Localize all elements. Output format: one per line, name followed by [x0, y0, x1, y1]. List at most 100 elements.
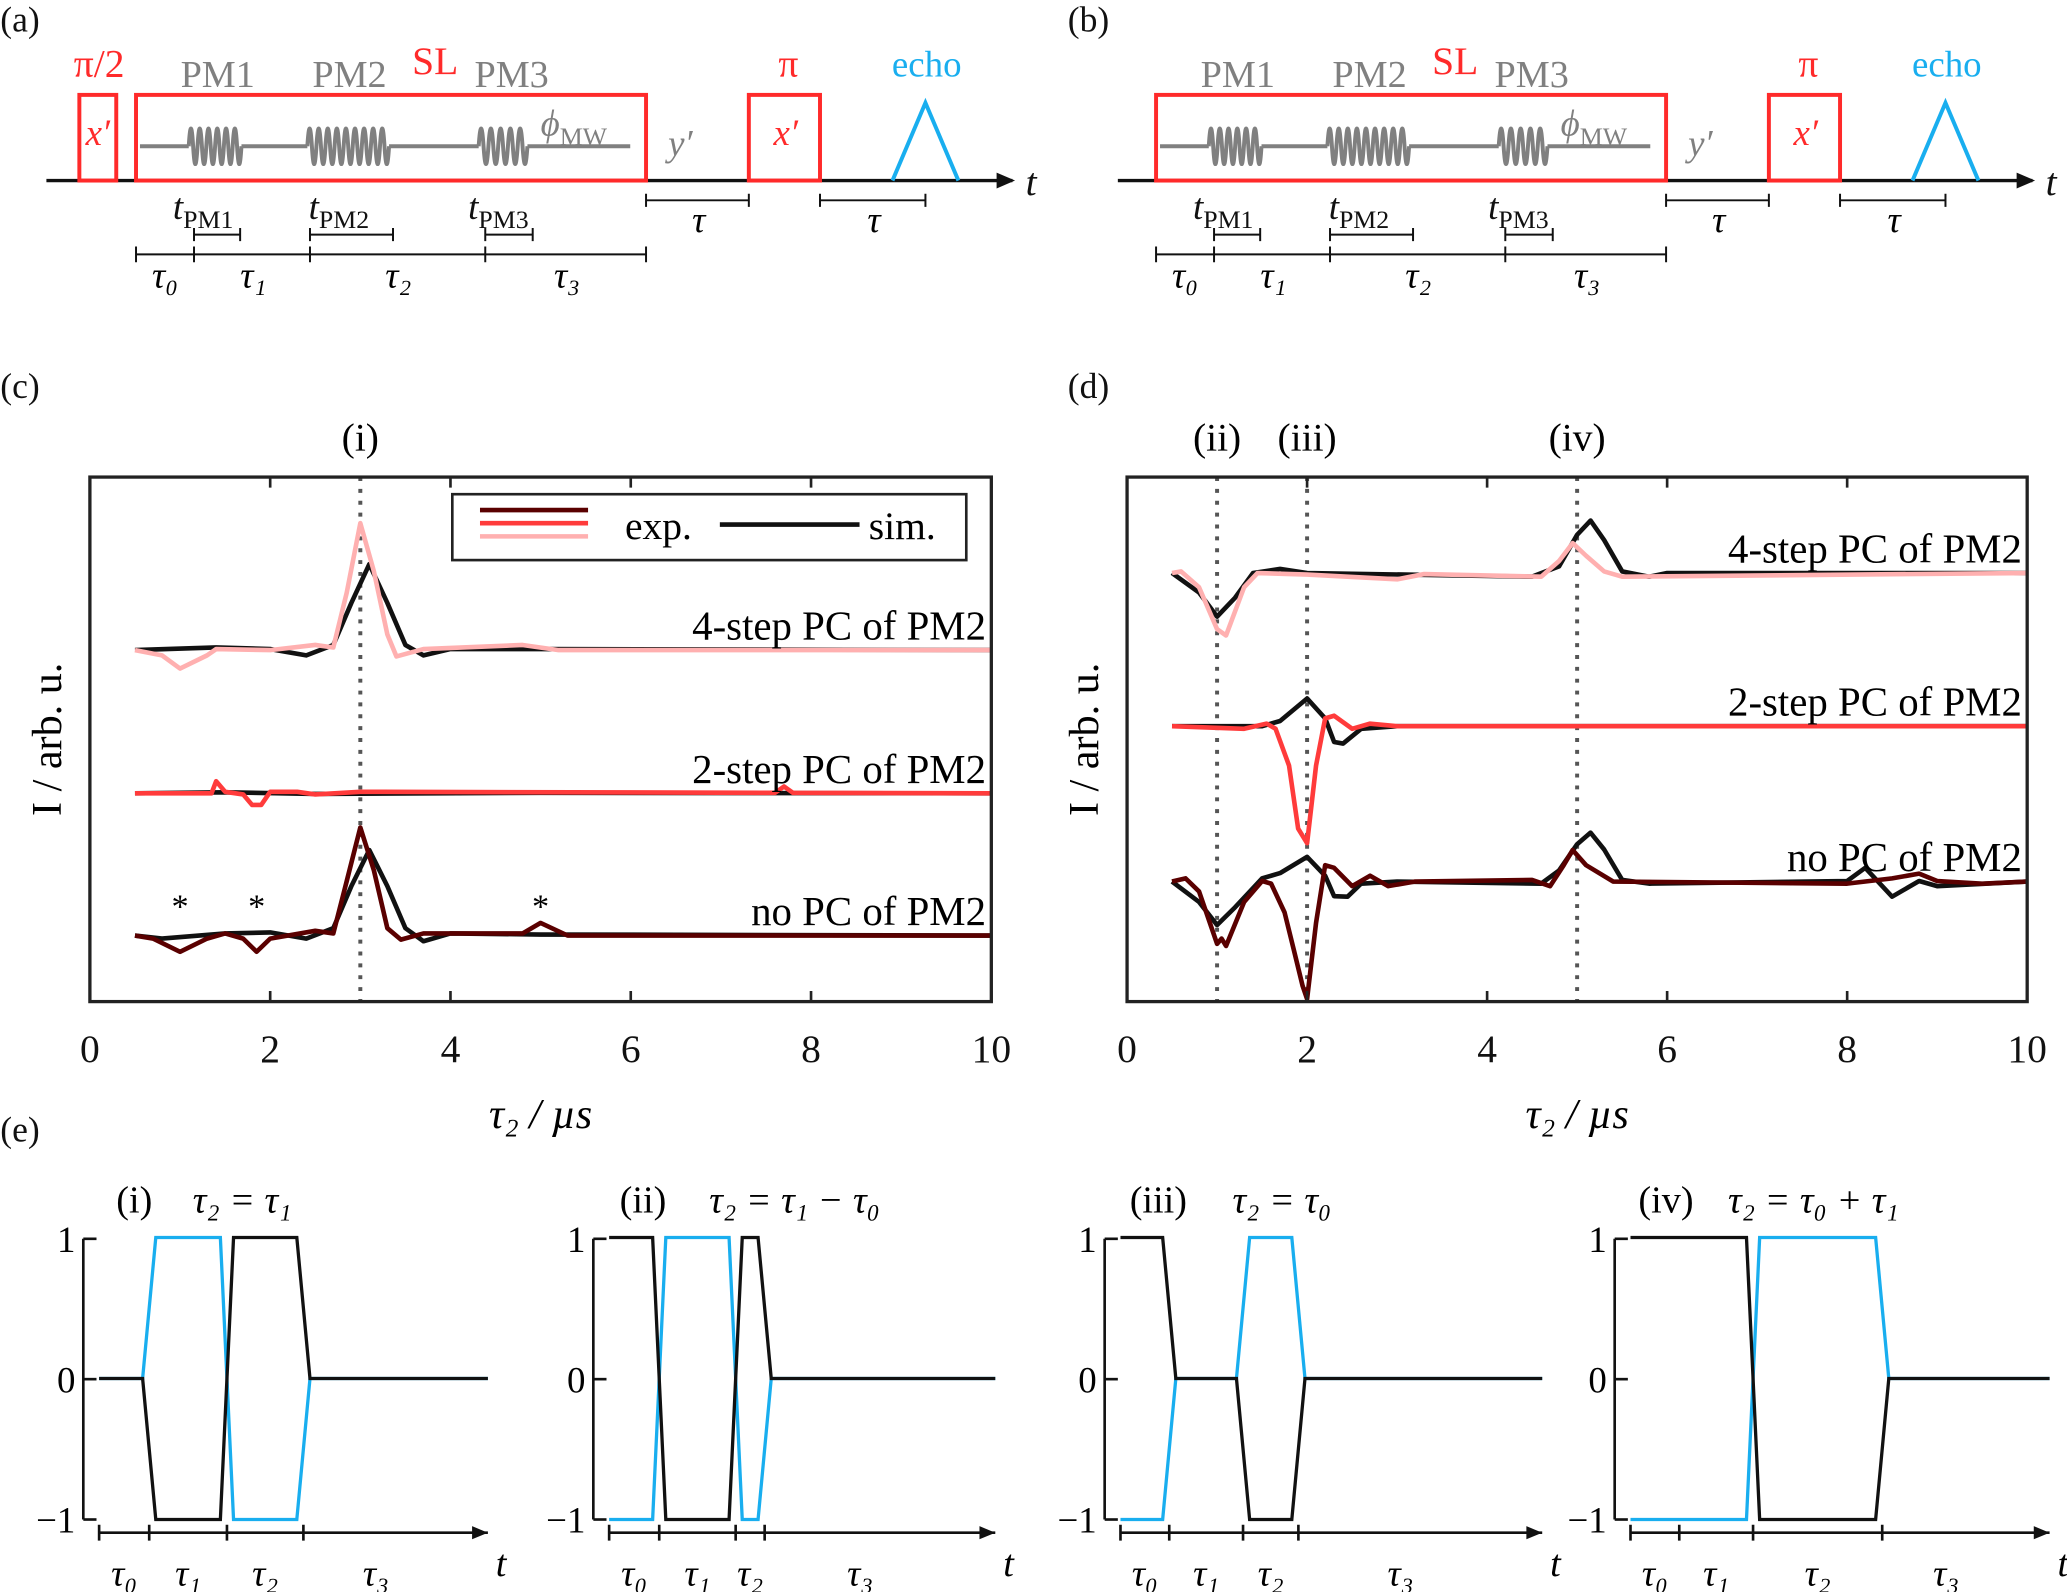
x-tick-label: 0 — [80, 1027, 100, 1071]
x-tick-label: 4 — [441, 1027, 461, 1071]
y-axis-label: I / arb. u. — [1061, 663, 1108, 816]
x-axis-label: τ₂ / µs — [489, 1091, 592, 1138]
series-label: 4-step PC of PM2 — [692, 604, 986, 649]
pm1-label: PM1 — [1201, 54, 1275, 96]
phi-mw-label: ϕMW — [1561, 103, 1628, 151]
phase-panel: (iii) τ₂ = τ₀ 1 0 −1 t τ₀ τ₁ τ₂ τ₃ — [1057, 1179, 1562, 1592]
phi-mw-label: ϕMW — [541, 103, 608, 151]
tpm1-bar — [1213, 227, 1262, 242]
x-tick-label: 10 — [972, 1027, 1012, 1071]
arrow-icon — [2033, 1526, 2050, 1540]
interval-label: τ₂ — [1805, 1552, 1831, 1592]
phase-wave-black — [99, 1235, 488, 1522]
phase-panel: (i) τ₂ = τ₁ 1 0 −1 t τ₀ τ₁ τ₂ τ₃ — [36, 1179, 508, 1592]
arrow-icon — [979, 1526, 996, 1540]
y-tick-label: −1 — [36, 1500, 75, 1541]
tpm2-bar — [1329, 227, 1415, 242]
interval-label: τ₂ — [1258, 1552, 1284, 1592]
phase-wave-black — [1630, 1235, 2050, 1522]
x-prime-label: x′ — [773, 112, 799, 153]
tau-interval-label: τ₀ — [1172, 254, 1198, 295]
marker-label: (iii) — [1277, 416, 1336, 460]
phase-panel-tag: (iii) — [1130, 1179, 1187, 1221]
tau-interval-label: τ₁ — [240, 254, 266, 295]
interval-label: τ₀ — [1642, 1552, 1668, 1592]
y-tick-label: 1 — [57, 1219, 75, 1260]
pulse-sequence-b: t SL PM1 PM2 PM3 ϕMW y′ π x′ echo τ τ tPM1 tPM2 tPM3 τ₀… — [1117, 39, 2058, 295]
tau-label: τ — [1887, 199, 1902, 240]
spin-lock-pulse — [1154, 92, 1669, 183]
pi-pulse — [746, 92, 822, 183]
tau-interval-axis — [135, 246, 648, 263]
phase-wave-black — [1120, 1235, 1543, 1522]
x-tick-label: 6 — [621, 1027, 641, 1071]
y-tick-label: 1 — [1078, 1219, 1096, 1260]
tpm3-label: tPM3 — [468, 186, 529, 234]
pi-pulse — [1766, 92, 1843, 183]
phase-panel-condition: τ₂ = τ₀ + τ₁ — [1728, 1179, 1899, 1221]
pm2-label: PM2 — [1332, 54, 1406, 96]
legend: exp. sim. — [450, 492, 968, 562]
y-tick-label: −1 — [546, 1500, 585, 1541]
time-axis-label: t — [1026, 160, 1038, 204]
interval-label: τ₁ — [684, 1552, 710, 1592]
marker-label: (iv) — [1549, 416, 1606, 460]
tpm3-label: tPM3 — [1488, 186, 1549, 234]
y-tick-label: −1 — [1057, 1500, 1096, 1541]
phase-panel-condition: τ₂ = τ₁ — [193, 1179, 292, 1221]
tpm3-bar — [484, 227, 534, 242]
interval-label: τ₃ — [1933, 1552, 1959, 1592]
phase-panel-tag: (iv) — [1638, 1179, 1693, 1221]
y-tick-label: −1 — [1568, 1500, 1607, 1541]
y-prime-label: y′ — [1684, 123, 1713, 164]
pi-half-pulse — [77, 92, 119, 183]
tau-label: τ — [692, 199, 707, 240]
tau-label: τ — [1712, 199, 1727, 240]
phase-wave-blue — [1120, 1235, 1543, 1522]
exp-series-line — [134, 520, 992, 671]
y-tick-label: 0 — [1588, 1359, 1606, 1400]
pi-label: π — [778, 41, 798, 85]
phase-panel: (ii) τ₂ = τ₁ − τ₀ 1 0 −1 t τ₀ τ₁ τ₂ τ₃ — [546, 1179, 1015, 1592]
exp-series-line — [1171, 540, 2028, 638]
arrow-icon — [472, 1526, 488, 1540]
y-tick-label: 0 — [57, 1359, 75, 1400]
legend-sim-label: sim. — [869, 504, 936, 548]
x-tick-label: 0 — [1117, 1027, 1137, 1071]
time-axis — [97, 1524, 488, 1541]
tau-interval-label: τ₂ — [1405, 254, 1431, 295]
chart-d: (ii) (iii) (iv) 4-step PC of PM2 2-step PC o… — [1061, 416, 2047, 1138]
asterisk-marker: * — [532, 888, 549, 926]
intensity-charts: (i) 4-step PC of PM2 2-step PC of PM2 no PC… — [24, 416, 2047, 1138]
tpm2-bar — [308, 227, 394, 242]
exp-series-line — [1171, 847, 2028, 1002]
x-tick-label: 8 — [1837, 1027, 1857, 1071]
exp-series-line — [134, 825, 992, 955]
y-tick-label: 0 — [567, 1359, 585, 1400]
x-axis-label: τ₂ / µs — [1526, 1091, 1629, 1138]
interval-label: τ₃ — [847, 1552, 873, 1592]
tau-bar — [645, 193, 750, 207]
legend-box — [450, 492, 968, 562]
time-axis — [1629, 1524, 2050, 1541]
interval-label: τ₃ — [363, 1552, 389, 1592]
phase-panel-condition: τ₂ = τ₀ — [1233, 1179, 1332, 1221]
x-prime-label: x′ — [1793, 112, 1819, 153]
x-tick-label: 6 — [1657, 1027, 1677, 1071]
x-tick-label: 2 — [260, 1027, 280, 1071]
tau-bar — [1839, 193, 1947, 207]
exp-series-line — [134, 778, 992, 808]
x-tick-label: 8 — [801, 1027, 821, 1071]
tpm1-label: tPM1 — [173, 186, 234, 234]
echo-triangle — [1910, 97, 1981, 182]
pulse-sequence-a: t π/2 x′ SL PM1 PM2 PM3 ϕMW y′ π x′ echo τ τ tPM1 tPM2 t… — [46, 39, 1038, 295]
chart-c: (i) 4-step PC of PM2 2-step PC of PM2 no PC… — [24, 416, 1011, 1138]
interval-label: τ₀ — [1132, 1552, 1158, 1592]
pm3-label: PM3 — [474, 54, 548, 96]
pm3-coil — [476, 126, 530, 167]
echo-label: echo — [892, 43, 962, 84]
interval-label: τ₀ — [111, 1552, 137, 1592]
y-prime-label: y′ — [664, 123, 693, 164]
series-label: 2-step PC of PM2 — [1728, 680, 2022, 725]
tau-bar — [819, 193, 927, 207]
